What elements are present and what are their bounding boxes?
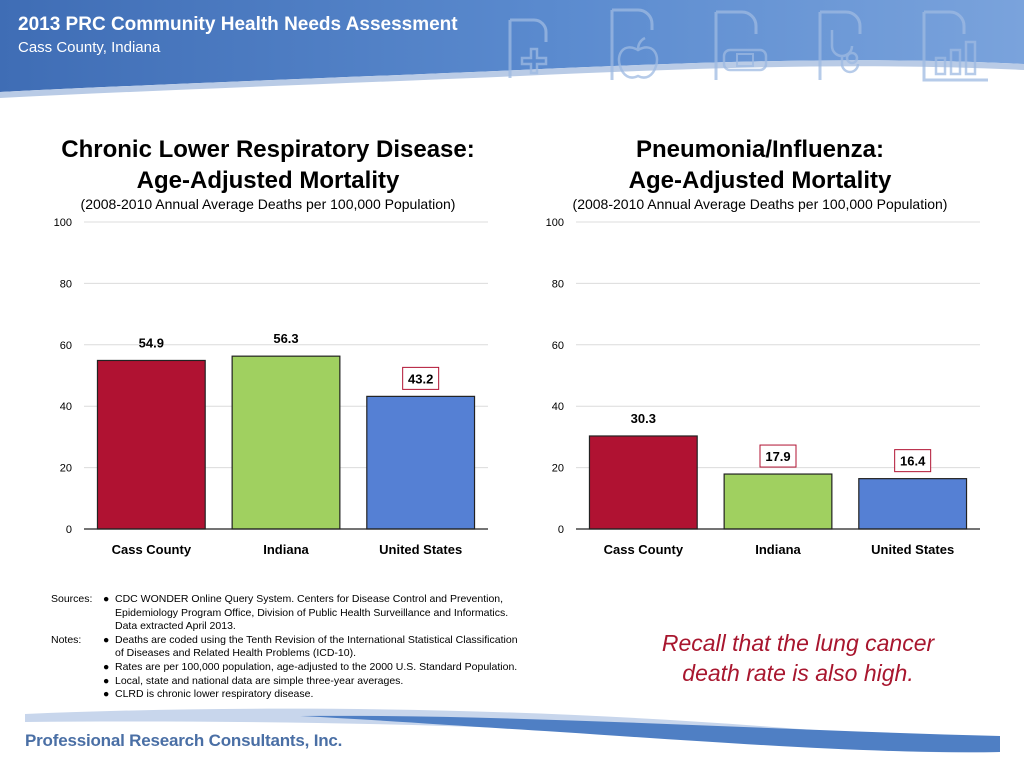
- footnotes: Sources: ● CDC WONDER Online Query Syste…: [51, 593, 571, 702]
- data-label-box: [759, 444, 797, 468]
- x-category-label: Cass County: [604, 542, 684, 557]
- notes-row: ● Rates are per 100,000 population, age-…: [51, 661, 571, 675]
- chart-2-title: Pneumonia/Influenza: Age-Adjusted Mortal…: [522, 134, 998, 196]
- y-tick-label: 40: [552, 401, 564, 413]
- data-label: 30.3: [631, 411, 656, 426]
- chart-1-title-line1: Chronic Lower Respiratory Disease:: [61, 136, 475, 163]
- bar: [723, 473, 833, 530]
- note-item: Local, state and national data are simpl…: [115, 674, 404, 687]
- callout-line2: death rate is also high.: [682, 660, 914, 686]
- y-tick-label: 20: [60, 463, 72, 475]
- data-label: 17.9: [765, 449, 790, 464]
- note-line: Deaths are coded using the Tenth Revisio…: [115, 633, 518, 646]
- note-item: Deaths are coded using the Tenth Revisio…: [115, 634, 571, 661]
- y-tick-label: 80: [552, 278, 564, 290]
- chart-2-plot: 0 20 40 60 80 100 30.3 Cass County 17.9 Indiana 16…: [546, 217, 980, 557]
- bullet-icon: ●: [103, 688, 110, 701]
- apple-icon: [610, 8, 659, 80]
- chart-1-subtitle: (2008-2010 Annual Average Deaths per 100…: [80, 196, 456, 212]
- data-label: 54.9: [139, 335, 164, 350]
- chart-1-title: Chronic Lower Respiratory Disease: Age-A…: [30, 134, 506, 196]
- y-tick-label: 100: [546, 217, 564, 229]
- y-tick-label: 40: [60, 401, 72, 413]
- bar: [96, 359, 206, 530]
- note-line: of Diseases and Related Health Problems …: [115, 647, 357, 660]
- sources-row: Sources: ● CDC WONDER Online Query Syste…: [51, 593, 571, 634]
- x-category-label: Indiana: [263, 542, 309, 557]
- source-line: Data extracted April 2013.: [115, 620, 236, 633]
- source-line: CDC WONDER Online Query System. Centers …: [115, 593, 504, 605]
- data-label: 16.4: [900, 454, 926, 469]
- data-label: 56.3: [273, 331, 298, 346]
- source-line: Epidemiology Program Office, Division of…: [115, 606, 509, 619]
- notes-row: ● Local, state and national data are sim…: [51, 675, 571, 689]
- bullet-icon: ●: [103, 593, 110, 605]
- report-title: 2013 PRC Community Health Needs Assessme…: [18, 14, 458, 35]
- bar-chart-icon: [922, 10, 988, 82]
- bar: [366, 395, 476, 530]
- source-item: CDC WONDER Online Query System. Centers …: [115, 593, 571, 634]
- callout-text: Recall that the lung cancer death rate i…: [620, 628, 976, 688]
- chart-2-title-line2: Age-Adjusted Mortality: [628, 167, 892, 194]
- x-category-label: United States: [379, 542, 462, 557]
- y-tick-label: 20: [552, 463, 564, 475]
- callout-line1: Recall that the lung cancer: [661, 630, 935, 656]
- header-banner: 2013 PRC Community Health Needs Assessme…: [0, 0, 1024, 100]
- y-tick-label: 80: [60, 278, 72, 290]
- notes-row: Notes: ● Deaths are coded using the Tent…: [51, 634, 571, 661]
- company-logo: Professional Research Consultants, Inc.: [25, 731, 343, 750]
- bullet-icon: ●: [103, 633, 110, 646]
- data-label: 43.2: [408, 371, 433, 386]
- y-tick-label: 60: [552, 340, 564, 352]
- footer-swoosh: [25, 708, 1000, 753]
- report-subtitle: Cass County, Indiana: [18, 39, 161, 56]
- chart-2-title-line1: Pneumonia/Influenza:: [635, 136, 884, 163]
- x-category-label: Cass County: [112, 542, 192, 557]
- medical-cross-icon: [508, 18, 548, 78]
- note-item: CLRD is chronic lower respiratory diseas…: [115, 688, 314, 701]
- note-item: Rates are per 100,000 population, age-ad…: [115, 660, 518, 673]
- chart-2-subtitle: (2008-2010 Annual Average Deaths per 100…: [572, 196, 948, 212]
- x-category-label: United States: [871, 542, 954, 557]
- chart-1-plot: 0 20 40 60 80 100 54.9 Cass County 56.3 Indiana 43…: [54, 217, 488, 557]
- bar: [588, 435, 698, 530]
- stethoscope-icon: [818, 10, 862, 80]
- data-label-box: [894, 449, 932, 473]
- bullet-icon: ●: [103, 674, 110, 687]
- chart-1-title-line2: Age-Adjusted Mortality: [136, 167, 400, 194]
- sources-label: Sources:: [51, 593, 93, 605]
- header-background: [0, 0, 1024, 98]
- bar: [231, 355, 341, 530]
- y-tick-label: 0: [558, 524, 564, 536]
- data-label-box: [402, 366, 440, 390]
- notes-row: ● CLRD is chronic lower respiratory dise…: [51, 688, 571, 702]
- bullet-icon: ●: [103, 660, 110, 673]
- y-tick-label: 60: [60, 340, 72, 352]
- y-tick-label: 0: [66, 524, 72, 536]
- bandage-icon: [714, 10, 768, 80]
- notes-label: Notes:: [51, 633, 82, 646]
- bar: [858, 478, 968, 530]
- y-tick-label: 100: [54, 217, 72, 229]
- x-category-label: Indiana: [755, 542, 801, 557]
